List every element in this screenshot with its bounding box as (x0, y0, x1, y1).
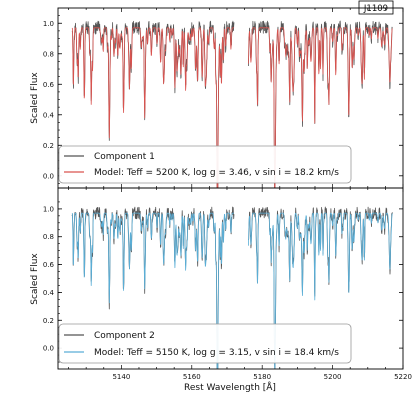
y-tick-label: 0.2 (43, 142, 54, 150)
model-spectrum-line (71, 27, 393, 188)
panel-2-legend-box (58, 323, 352, 364)
y-tick-label: 0.4 (43, 111, 55, 119)
y-tick-label: 0.4 (43, 289, 55, 297)
object-tag: J1109 (358, 0, 394, 15)
y-tick-label: 0.6 (43, 261, 55, 269)
panel-2-y-axis: 0.0 0.2 0.4 0.6 0.8 1.0 (43, 201, 403, 363)
panel-2-legend-label-model: Model: Teff = 5150 K, log g = 3.15, v si… (94, 348, 339, 358)
panel-1-plot-area (71, 20, 393, 188)
x-tick-label: 5160 (183, 373, 201, 381)
panel-1-legend-box (58, 145, 352, 184)
panel-1-legend-label-model: Model: Teff = 5200 K, log g = 3.46, v si… (94, 168, 339, 178)
y-tick-label: 1.0 (43, 20, 54, 28)
panel-2-legend: Component 2 Model: Teff = 5150 K, log g … (58, 323, 352, 364)
panel-2-y-axis-title: Scaled Flux (30, 253, 40, 305)
panel-2-legend-label-data: Component 2 (94, 331, 155, 341)
y-tick-label: 1.0 (43, 205, 54, 213)
model-spectrum-line (71, 212, 393, 369)
x-axis-title: Rest Wavelength [Å] (184, 381, 276, 393)
panel-1-legend: Component 1 Model: Teff = 5200 K, log g … (58, 145, 352, 184)
x-tick-label: 5220 (394, 373, 412, 381)
x-tick-label: 5180 (253, 373, 271, 381)
panel-2-plot-area (71, 206, 393, 369)
panel-1-y-axis-title: Scaled Flux (30, 72, 40, 124)
y-tick-label: 0.6 (43, 81, 55, 89)
panel-component-2: 0.00.20.40.60.81.0 5140 5160 5180 5200 5220 … (30, 187, 412, 381)
object-tag-label: J1109 (363, 4, 388, 14)
y-tick-label: 0.0 (43, 172, 54, 180)
panel-2-x-axis: 5140 5160 5180 5200 5220 (68, 188, 412, 381)
panel-1-x-axis (68, 8, 404, 188)
panel-component-1: 0.0 0.2 0.4 0.6 0.8 1.0 Scaled Flux Component… (30, 7, 404, 189)
y-tick-label: 0.2 (43, 317, 54, 325)
y-tick-label: 0.8 (43, 50, 54, 58)
x-tick-label: 5140 (112, 373, 130, 381)
x-tick-label: 5200 (324, 373, 342, 381)
observed-spectrum-line (71, 20, 393, 188)
y-tick-label: 0.0 (43, 345, 54, 353)
panel-1-legend-label-data: Component 1 (94, 152, 155, 162)
y-tick-label: 0.8 (43, 233, 54, 241)
